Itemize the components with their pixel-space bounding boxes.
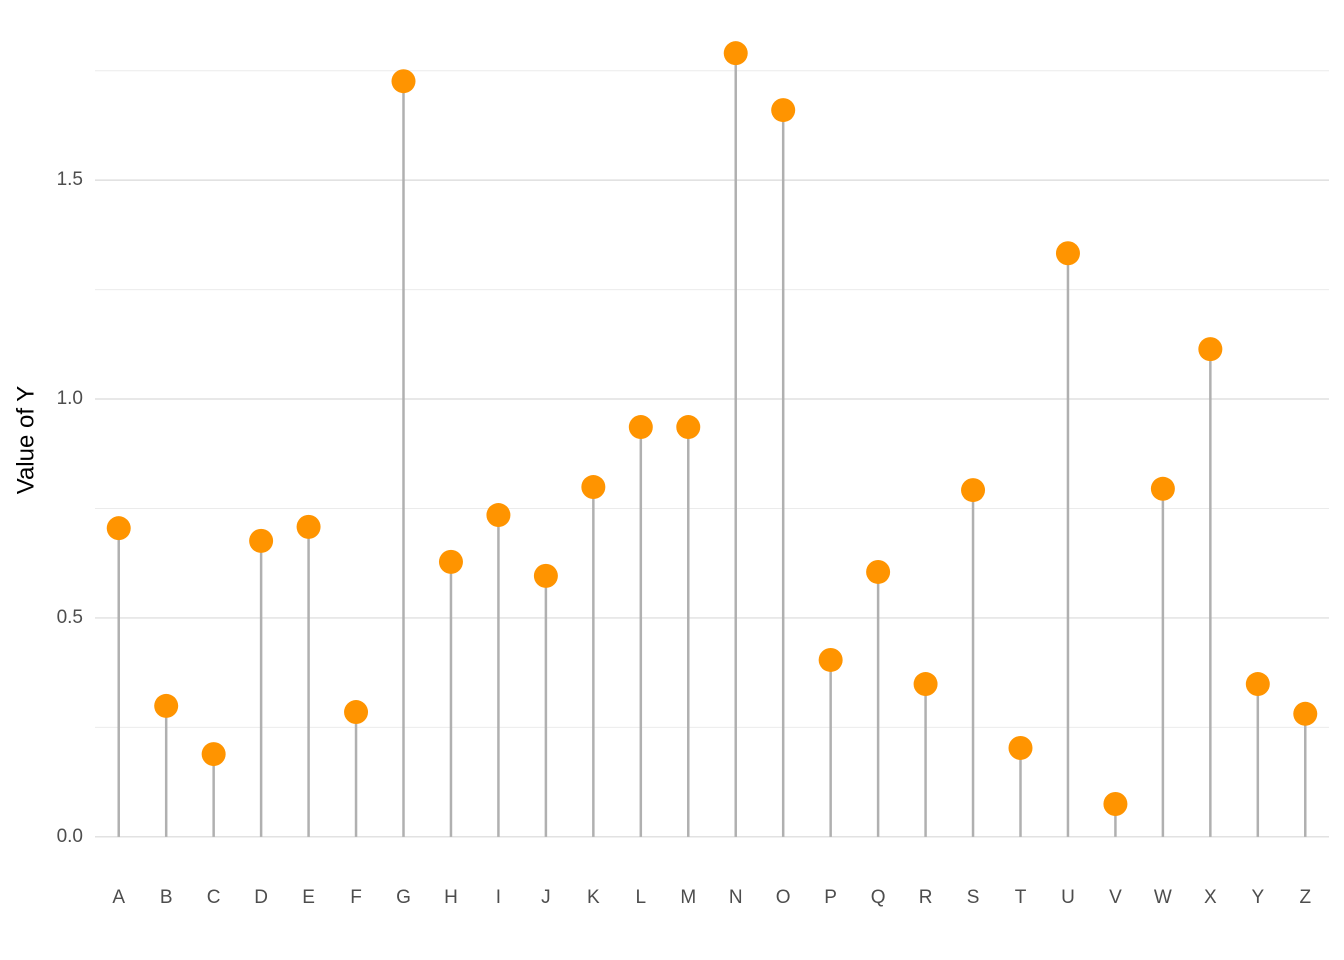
dot <box>296 514 321 539</box>
dot <box>1150 476 1175 501</box>
dot <box>344 700 369 725</box>
y-axis-label: Value of Y <box>12 386 39 495</box>
x-tick-label: I <box>496 887 501 908</box>
dot <box>961 478 986 503</box>
dot <box>628 415 653 440</box>
x-tick-label: A <box>112 887 125 908</box>
x-tick-label: Q <box>871 887 886 908</box>
x-tick-label: M <box>680 887 696 908</box>
x-tick-label: Y <box>1251 887 1264 908</box>
x-tick-label: N <box>729 887 743 908</box>
x-tick-label: B <box>160 887 173 908</box>
x-tick-label: Z <box>1299 887 1311 908</box>
y-tick-label: 0.0 <box>57 826 83 847</box>
x-tick-label: U <box>1061 887 1075 908</box>
x-tick-label: F <box>350 887 362 908</box>
y-tick-label: 1.5 <box>57 169 83 190</box>
dot <box>201 742 226 767</box>
dot <box>249 528 274 553</box>
dot <box>106 516 131 541</box>
x-tick-label: J <box>541 887 551 908</box>
dot <box>1008 735 1033 760</box>
dot <box>581 475 606 500</box>
dot <box>771 98 796 123</box>
x-tick-label: O <box>776 887 791 908</box>
x-tick-label: L <box>636 887 647 908</box>
x-tick-label: D <box>254 887 268 908</box>
dot <box>1198 337 1223 362</box>
y-tick-label: 1.0 <box>57 388 83 409</box>
dot <box>818 647 843 672</box>
dot <box>154 693 179 718</box>
x-tick-label: P <box>824 887 837 908</box>
x-tick-label: G <box>396 887 411 908</box>
dot <box>1293 701 1318 726</box>
x-tick-label: X <box>1204 887 1217 908</box>
x-tick-label: R <box>919 887 933 908</box>
x-tick-label: E <box>302 887 315 908</box>
dot <box>1245 672 1270 697</box>
x-tick-label: H <box>444 887 458 908</box>
y-tick-label: 0.5 <box>57 607 83 628</box>
dot <box>913 672 938 697</box>
x-tick-label: S <box>967 887 980 908</box>
dot <box>723 41 748 66</box>
dot <box>1103 791 1128 816</box>
dot <box>486 503 511 528</box>
x-tick-label: K <box>587 887 600 908</box>
x-tick-label: T <box>1015 887 1027 908</box>
dot <box>1055 241 1080 266</box>
dot <box>533 563 558 588</box>
dot <box>676 415 701 440</box>
dot <box>438 549 463 574</box>
x-tick-label: V <box>1109 887 1122 908</box>
dot <box>866 559 891 584</box>
x-tick-label: C <box>207 887 221 908</box>
x-tick-label: W <box>1154 887 1172 908</box>
dot <box>391 69 416 94</box>
